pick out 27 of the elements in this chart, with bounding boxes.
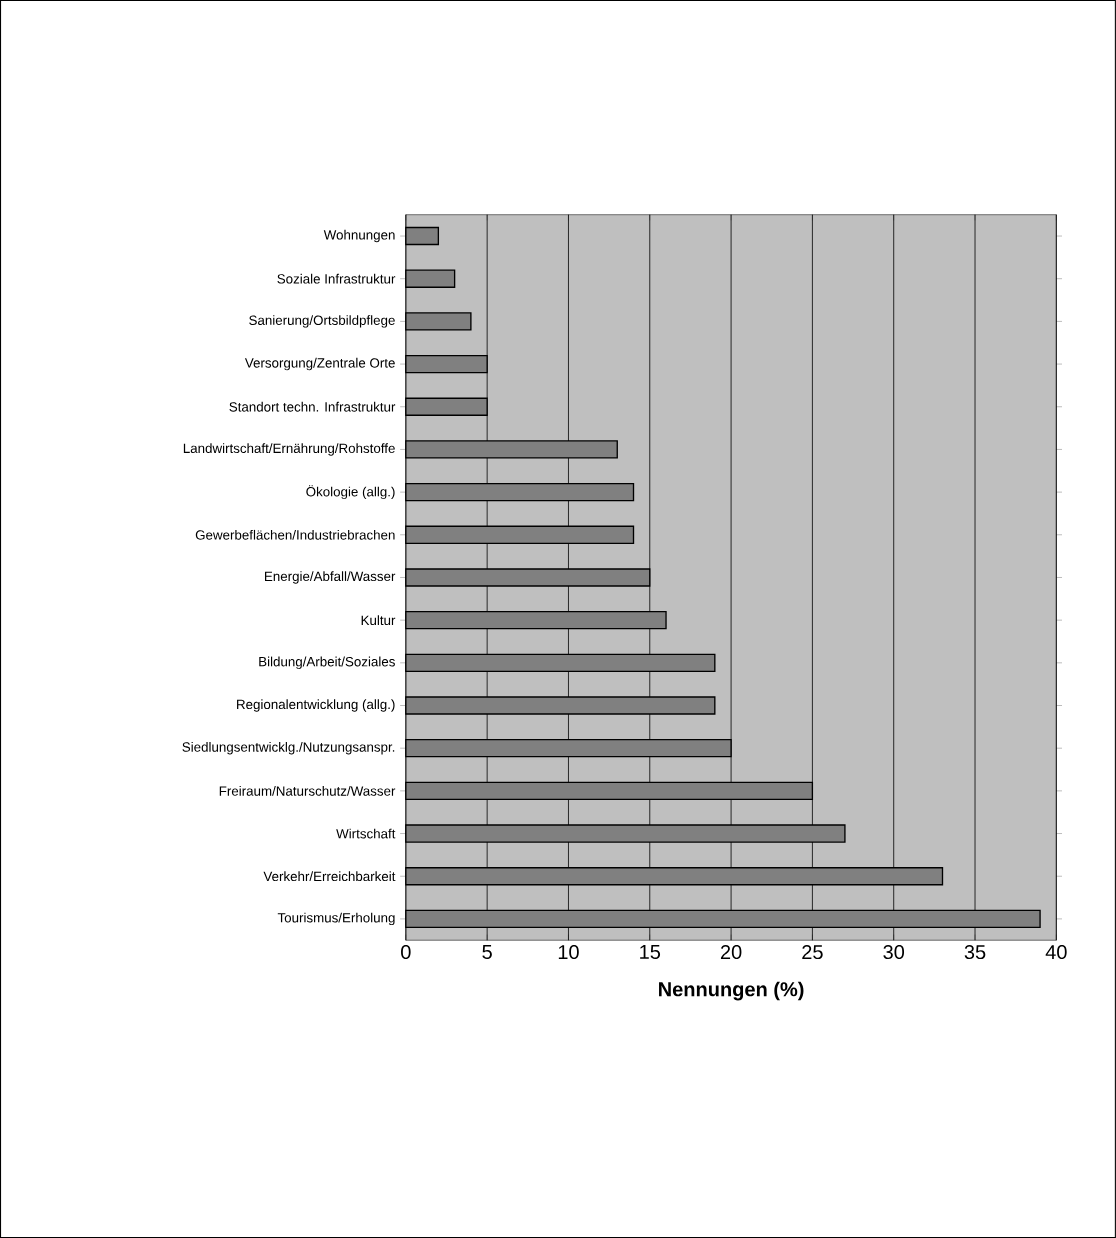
x-tick-label: 35 — [964, 944, 986, 960]
y-tick-label: Energie/Abfall/Wasser — [265, 571, 396, 584]
y-tick-label: Soziale Infrastruktur — [277, 273, 396, 284]
y-tick-label: Verkehr/Erreichbarkeit — [263, 871, 396, 882]
y-tick-label: Gewerbeflächen/Industriebrachen — [195, 529, 395, 540]
y-tick-label: Kultur — [361, 615, 396, 626]
x-tick-label: 10 — [558, 944, 579, 960]
y-tick-label: Siedlungsentwicklg./Nutzungsanspr. — [182, 741, 395, 755]
y-tick-label: Landwirtschaft/Ernährung/Rohstoffe — [183, 443, 395, 456]
y-tick-label: Ökologie (allg.) — [306, 485, 395, 500]
x-tick-label: 15 — [640, 944, 661, 959]
y-tick-label: Freiraum/Naturschutz/Wasser — [219, 785, 396, 796]
y-tick-label: Versorgung/Zentrale Orte — [244, 357, 395, 371]
x-tick-label: 20 — [721, 944, 742, 960]
y-tick-label: Wirtschaft — [336, 828, 396, 839]
x-axis-title: Nennungen (%) — [659, 981, 804, 1001]
y-tick-label: Tourismus/Erholung — [277, 912, 395, 926]
x-tick-label: 5 — [482, 944, 492, 959]
y-tick-label: Regionalentwicklung (allg.) — [237, 699, 395, 712]
x-tick-label: 25 — [802, 944, 823, 960]
x-tick-label: 0 — [401, 944, 411, 960]
y-tick-label: Wohnungen — [323, 229, 395, 243]
y-tick-label: Bildung/Arbeit/Soziales — [259, 656, 395, 670]
y-tick-label: Sanierung/Ortsbildpflege — [249, 315, 395, 328]
y-tick-label: Standort techn. Infrastruktur — [229, 401, 396, 412]
x-tick-label: 30 — [883, 944, 905, 960]
x-tick-label: 40 — [1045, 944, 1067, 960]
